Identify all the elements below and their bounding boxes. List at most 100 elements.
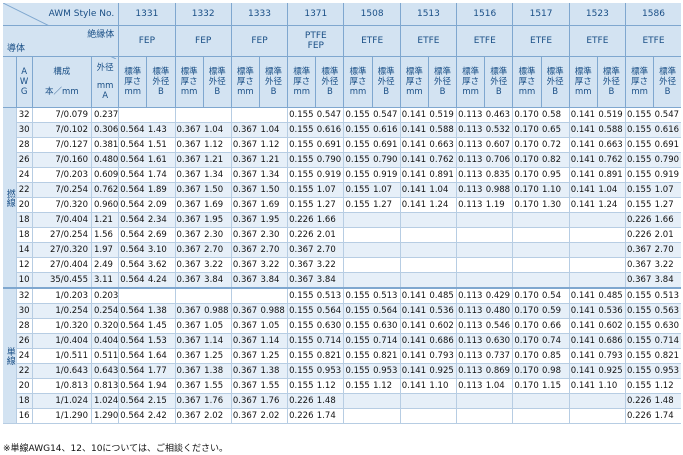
thickness-cell xyxy=(456,393,485,409)
table-row: 30 1/0.254 0.254 0.564 1.38 0.367 0.988 0.367 0.… xyxy=(3,303,681,319)
outer-line-1: 外径 xyxy=(377,77,395,87)
thickness-cell: 0.564 xyxy=(118,137,147,153)
outer-diameter-cell: 0.953 xyxy=(315,363,344,379)
table-row: 18 27/0.254 1.56 0.564 2.69 0.367 2.30 0.367 2.3… xyxy=(3,227,681,243)
outer-diameter-header-3: 標準 外径 B xyxy=(315,56,344,108)
outer-diameter-cell xyxy=(372,408,401,424)
outer-diameter-cell: 0.72 xyxy=(541,137,570,153)
outer-diameter-cell: 0.429 xyxy=(484,287,513,304)
outer-diameter-cell: 0.790 xyxy=(653,152,681,168)
thickness-cell: 0.367 xyxy=(230,303,260,319)
outer-diameter-cell xyxy=(372,212,401,228)
thickness-cell: 0.564 xyxy=(118,318,147,334)
construction-cell: 1/0.511 xyxy=(31,348,92,364)
outer-diameter-header-9: 標準 外径 B xyxy=(653,56,681,108)
construction-cell: 1/0.203 xyxy=(31,287,92,304)
outer-diameter-cell xyxy=(428,408,457,424)
thickness-cell: 0.564 xyxy=(118,272,147,289)
thickness-cell xyxy=(456,257,485,273)
thickness-cell: 0.113 xyxy=(456,167,485,183)
outer-diameter-cell: 2.01 xyxy=(315,227,344,243)
awg-cell: 18 xyxy=(15,227,33,243)
outer-diameter-cell xyxy=(541,227,570,243)
outer-diameter-cell: 0.59 xyxy=(541,303,570,319)
thickness-cell: 0.367 xyxy=(230,227,260,243)
outer-diameter-cell: 3.84 xyxy=(259,272,288,289)
thickness-cell xyxy=(399,227,429,243)
thickness-cell xyxy=(343,212,373,228)
table-row: 28 7/0.127 0.381 0.564 1.51 0.367 1.12 0.367 1.1… xyxy=(3,137,681,153)
thickness-cell: 0.367 xyxy=(174,318,204,334)
outer-diameter-cell: 0.706 xyxy=(484,152,513,168)
outer-diameter-cell: 0.790 xyxy=(315,152,344,168)
outer-diameter-header-2: 標準 外径 B xyxy=(258,56,288,108)
thickness-cell xyxy=(343,227,373,243)
thickness-cell: 0.170 xyxy=(512,152,542,168)
thickness-cell: 0.367 xyxy=(174,408,204,424)
thickness-cell: 0.155 xyxy=(287,137,316,153)
thickness-cell: 0.155 xyxy=(287,167,316,183)
spec-table-container: AWM Style No. 1331 1332 1333 1371 1508 1513 15… xyxy=(3,3,681,424)
thickness-cell: 0.367 xyxy=(230,167,260,183)
outer-diameter-cell: 1.10 xyxy=(428,378,457,394)
thickness-cell: 0.367 xyxy=(174,122,204,138)
outer-diameter-cell: 2.30 xyxy=(259,227,288,243)
outer-diameter-cell: 1.34 xyxy=(259,167,288,183)
thickness-header-2: 標準 厚さ mm xyxy=(230,56,260,108)
thickness-cell: 0.113 xyxy=(456,197,485,213)
awg-cell: 22 xyxy=(15,182,33,198)
od-cell: 0.813 xyxy=(90,378,119,394)
outer-diameter-cell: 3.62 xyxy=(146,257,176,273)
awg-letter-g: G xyxy=(20,87,28,97)
outer-diameter-cell xyxy=(597,408,626,424)
outer-diameter-cell: 0.616 xyxy=(653,122,681,138)
thickness-cell: 0.113 xyxy=(456,122,485,138)
outer-diameter-cell: 0.925 xyxy=(428,363,457,379)
outer-diameter-cell: 0.563 xyxy=(653,303,681,319)
outer-diameter-cell: 1.69 xyxy=(259,197,288,213)
thickness-cell: 0.155 xyxy=(287,152,316,168)
thickness-cell: 0.367 xyxy=(230,152,260,168)
outer-line-0: 標準 xyxy=(265,67,283,77)
outer-diameter-cell: 1.07 xyxy=(372,182,401,198)
outer-diameter-header-1: 標準 外径 B xyxy=(202,56,232,108)
outer-diameter-cell xyxy=(541,212,570,228)
outer-diameter-cell: 1.74 xyxy=(653,408,681,424)
outer-diameter-cell xyxy=(428,227,457,243)
thickness-cell: 0.141 xyxy=(399,318,429,334)
outer-diameter-cell xyxy=(484,227,513,243)
outer-diameter-cell: 1.76 xyxy=(203,393,232,409)
thickness-cell: 0.155 xyxy=(625,107,654,123)
style-no-0: 1331 xyxy=(118,3,176,26)
outer-diameter-cell: 1.50 xyxy=(259,182,288,198)
thickness-cell: 0.155 xyxy=(287,318,316,334)
outer-diameter-cell: 0.691 xyxy=(315,137,344,153)
style-no-9: 1586 xyxy=(625,3,681,26)
outer-diameter-cell: 2.42 xyxy=(146,408,176,424)
thickness-cell: 0.564 xyxy=(118,348,147,364)
outer-diameter-cell: 1.95 xyxy=(259,212,288,228)
thickness-cell: 0.226 xyxy=(287,227,316,243)
outer-line-0: 標準 xyxy=(433,67,451,77)
thickness-line-0: 標準 xyxy=(518,67,536,77)
outer-diameter-cell: 0.480 xyxy=(484,303,513,319)
outer-diameter-header-6: 標準 外径 B xyxy=(484,56,513,108)
style-no-7: 1517 xyxy=(512,3,570,26)
thickness-cell: 0.155 xyxy=(625,348,654,364)
group-label-1: 単線 xyxy=(3,287,17,424)
thickness-cell: 0.367 xyxy=(174,212,204,228)
outer-diameter-cell: 0.95 xyxy=(541,167,570,183)
outer-diameter-cell: 0.547 xyxy=(372,107,401,123)
outer-line-0: 標準 xyxy=(490,67,508,77)
thickness-cell: 0.155 xyxy=(287,333,316,349)
table-row: 撚線 32 7/0.079 0.237 0.155 0.547 0.155 0.547 0.14… xyxy=(3,107,681,289)
table-row: 10 35/0.455 3.11 0.564 4.24 0.367 3.84 0.367 3.8… xyxy=(3,272,681,289)
thickness-cell: 0.170 xyxy=(512,287,542,304)
thickness-cell: 0.564 xyxy=(118,242,147,258)
outer-diameter-cell: 1.25 xyxy=(259,348,288,364)
thickness-line-1: 厚さ xyxy=(462,77,480,87)
outer-diameter-cell: 3.10 xyxy=(146,242,176,258)
thickness-cell: 0.141 xyxy=(399,167,429,183)
thickness-cell: 0.141 xyxy=(399,303,429,319)
thickness-cell: 0.367 xyxy=(174,363,204,379)
